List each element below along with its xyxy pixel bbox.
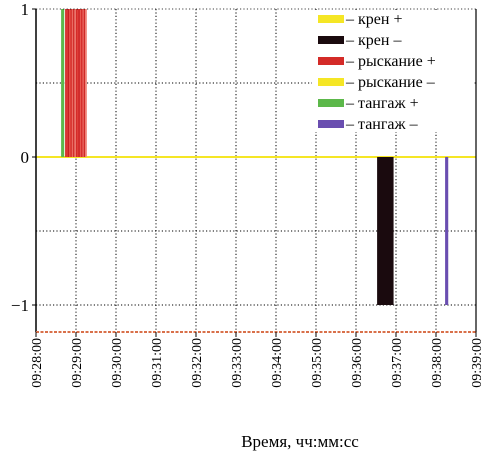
bar [391, 157, 394, 305]
x-tick-label: 09:37:00 [390, 338, 405, 388]
bar [61, 9, 63, 157]
y-tick-label: −1 [11, 296, 29, 315]
legend-swatch [318, 36, 344, 44]
bar [82, 9, 85, 157]
y-tick-label: 0 [21, 148, 30, 167]
legend-swatch [318, 15, 344, 23]
bar [378, 157, 381, 305]
bar [81, 9, 83, 157]
legend-label: – рыскание – [345, 74, 436, 91]
bar [389, 157, 391, 305]
bar [83, 9, 86, 157]
bar [382, 157, 385, 305]
x-tick-label: 09:28:00 [30, 338, 45, 388]
bar [75, 9, 78, 157]
x-tick-label: 09:38:00 [430, 338, 445, 388]
bar [67, 9, 70, 157]
x-axis-label: Время, чч:мм:сс [241, 432, 359, 451]
bar [381, 157, 383, 305]
legend-swatch [318, 78, 344, 86]
bar [66, 9, 69, 157]
legend-label: – тангаж – [345, 116, 419, 133]
bar [387, 157, 390, 305]
x-tick-label: 09:36:00 [350, 338, 365, 388]
bar [383, 157, 386, 305]
bars [61, 9, 449, 305]
y-tick-label: 1 [21, 0, 30, 19]
x-tick-label: 09:34:00 [270, 338, 285, 388]
x-tick-label: 09:29:00 [70, 338, 85, 388]
bar [65, 9, 67, 157]
legend-label: – тангаж + [345, 95, 419, 112]
legend-label: – крен – [345, 32, 402, 49]
y-ticks: 1 0 −1 [11, 0, 36, 315]
x-tick-label: 09:39:00 [470, 338, 485, 388]
legend-label: – крен + [345, 11, 402, 28]
bar [79, 9, 82, 157]
bar [386, 157, 389, 305]
bar [78, 9, 81, 157]
bar [70, 9, 73, 157]
bar [69, 9, 71, 157]
plot-frame [35, 8, 477, 333]
legend: – крен + – крен – – рыскание + – рыскание –… [312, 10, 474, 133]
bar [74, 9, 77, 157]
x-tick-label: 09:30:00 [110, 338, 125, 388]
legend-box [312, 10, 474, 132]
legend-swatch [318, 120, 344, 128]
x-tick-label: 09:32:00 [190, 338, 205, 388]
legend-label: – рыскание + [345, 53, 436, 70]
x-tick-label: 09:33:00 [230, 338, 245, 388]
bar [77, 9, 79, 157]
bar [62, 9, 65, 157]
legend-swatch [318, 99, 344, 107]
bar [71, 9, 74, 157]
bar [385, 157, 387, 305]
x-tick-label: 09:35:00 [310, 338, 325, 388]
bar [446, 157, 449, 305]
legend-swatch [318, 57, 344, 65]
x-ticks: 09:28:00 09:29:00 09:30:00 09:31:00 09:32:00… [30, 332, 485, 388]
bar [390, 157, 393, 305]
bar [379, 157, 382, 305]
bar [445, 157, 447, 305]
bar [85, 9, 87, 157]
grid-lines [36, 9, 476, 332]
bar [377, 157, 379, 305]
bar [73, 9, 75, 157]
x-tick-label: 09:31:00 [150, 338, 165, 388]
